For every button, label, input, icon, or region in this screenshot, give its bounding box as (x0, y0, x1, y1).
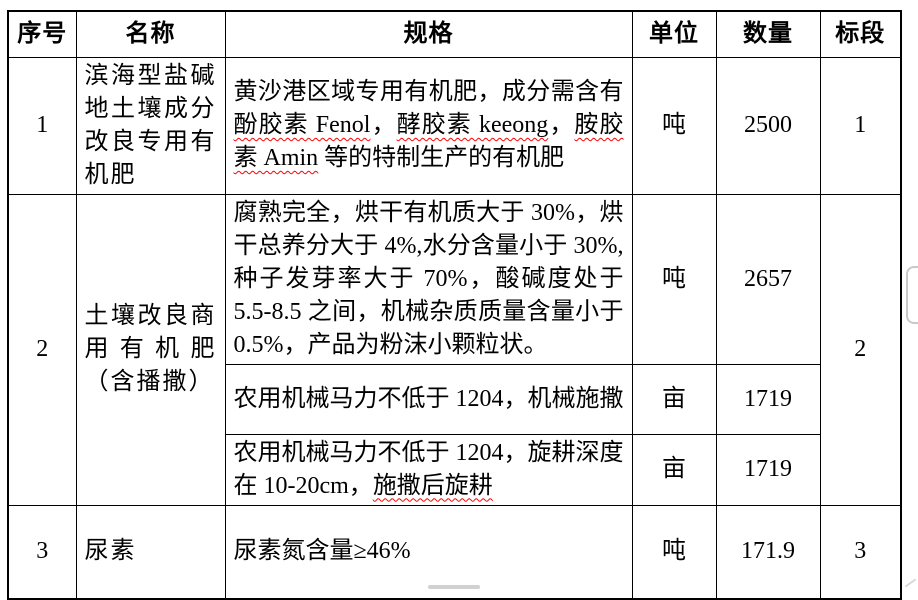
cell-row1-name[interactable]: 滨海型盐碱地土壤成分改良专用有机肥 (75, 56, 226, 195)
cell-row3-qty[interactable]: 171.9 (715, 504, 821, 600)
cell-row2-sub2-unit[interactable]: 亩 (631, 363, 717, 435)
header-cell-spec[interactable]: 规格 (224, 10, 633, 58)
cell-row2-sub1-qty[interactable]: 2657 (715, 193, 821, 365)
spec-text: 等的特制生产的有机肥 (318, 145, 565, 171)
table-header-row: 序号 名称 规格 单位 数量 标段 (7, 10, 902, 58)
spec-text: 腐熟完全，烘干有机质大于 30%，烘干总养分大于 4%,水分含量小于 30%,种… (233, 199, 624, 358)
header-cell-unit[interactable]: 单位 (631, 10, 717, 58)
cell-row2-sub3-unit[interactable]: 亩 (631, 433, 717, 506)
misspelled-text: 施撒后旋耕 (372, 472, 493, 499)
cell-row2-name[interactable]: 土壤改良商用有机肥（含播撒） (75, 193, 226, 506)
cell-row3-unit[interactable]: 吨 (631, 504, 717, 600)
spec-text: 黄沙港区域专用有机肥，成分需含有 (233, 79, 624, 105)
cell-row3-index[interactable]: 3 (7, 504, 77, 600)
table-row: 1 滨海型盐碱地土壤成分改良专用有机肥 黄沙港区域专用有机肥，成分需含有酚胶素 … (7, 56, 902, 195)
cell-row1-unit[interactable]: 吨 (631, 56, 717, 195)
table-row: 农用机械马力不低于 1204，机械施撒 亩 1719 (8, 363, 901, 435)
cell-row3-section[interactable]: 3 (819, 504, 902, 600)
misspelled-text: 酵胶素 keeong (396, 112, 549, 138)
spec-text: 尿素氮含量≥46% (233, 538, 411, 565)
misspelled-text: 酚胶素 Fenol (233, 112, 371, 138)
scrollbar-corner-mark (904, 578, 917, 588)
cell-row3-name[interactable]: 尿素 (75, 504, 226, 600)
spec-text: ， (370, 112, 397, 138)
cell-row2-sub1-spec[interactable]: 腐熟完全，烘干有机质大于 30%，烘干总养分大于 4%,水分含量小于 30%,种… (224, 193, 633, 365)
header-cell-section[interactable]: 标段 (819, 10, 902, 58)
vertical-scrollbar-thumb[interactable] (906, 266, 918, 324)
cell-row2-section[interactable]: 2 (819, 193, 902, 506)
spec-text: 农用机械马力不低于 1204，机械施撒 (233, 385, 624, 412)
spec-text: 农用机械马力不低于 1204，旋耕深度在 10-20cm， (233, 439, 624, 499)
header-cell-qty[interactable]: 数量 (715, 10, 821, 58)
spec-text: ， (548, 112, 575, 138)
header-cell-name[interactable]: 名称 (75, 10, 226, 58)
cell-row1-section[interactable]: 1 (819, 56, 902, 195)
header-cell-index[interactable]: 序号 (7, 10, 77, 58)
cell-row2-sub2-qty[interactable]: 1719 (715, 363, 821, 435)
cell-row2-index[interactable]: 2 (7, 193, 77, 506)
cell-row2-sub3-qty[interactable]: 1719 (715, 433, 821, 506)
table-row: 3 尿素 尿素氮含量≥46% 吨 171.9 3 (7, 504, 902, 600)
horizontal-scrollbar-thumb[interactable] (428, 585, 480, 589)
cell-row1-qty[interactable]: 2500 (715, 56, 821, 195)
table-row: 2 土壤改良商用有机肥（含播撒） 腐熟完全，烘干有机质大于 30%，烘干总养分大… (7, 193, 902, 506)
cell-row2-sub3-spec[interactable]: 农用机械马力不低于 1204，旋耕深度在 10-20cm，施撒后旋耕 (224, 433, 633, 506)
cell-row2-sub1-unit[interactable]: 吨 (631, 193, 717, 365)
cell-row1-spec[interactable]: 黄沙港区域专用有机肥，成分需含有酚胶素 Fenol，酵胶素 keeong，胺胶素… (224, 56, 633, 195)
cell-row2-sub2-spec[interactable]: 农用机械马力不低于 1204，机械施撒 (224, 363, 633, 435)
cell-row1-index[interactable]: 1 (7, 56, 77, 195)
procurement-table: 序号 名称 规格 单位 数量 标段 1 滨海型盐碱地土壤成分改良专用有机肥 黄沙… (7, 10, 902, 600)
misspelled-text: 胺胶素 Amin (233, 112, 624, 171)
